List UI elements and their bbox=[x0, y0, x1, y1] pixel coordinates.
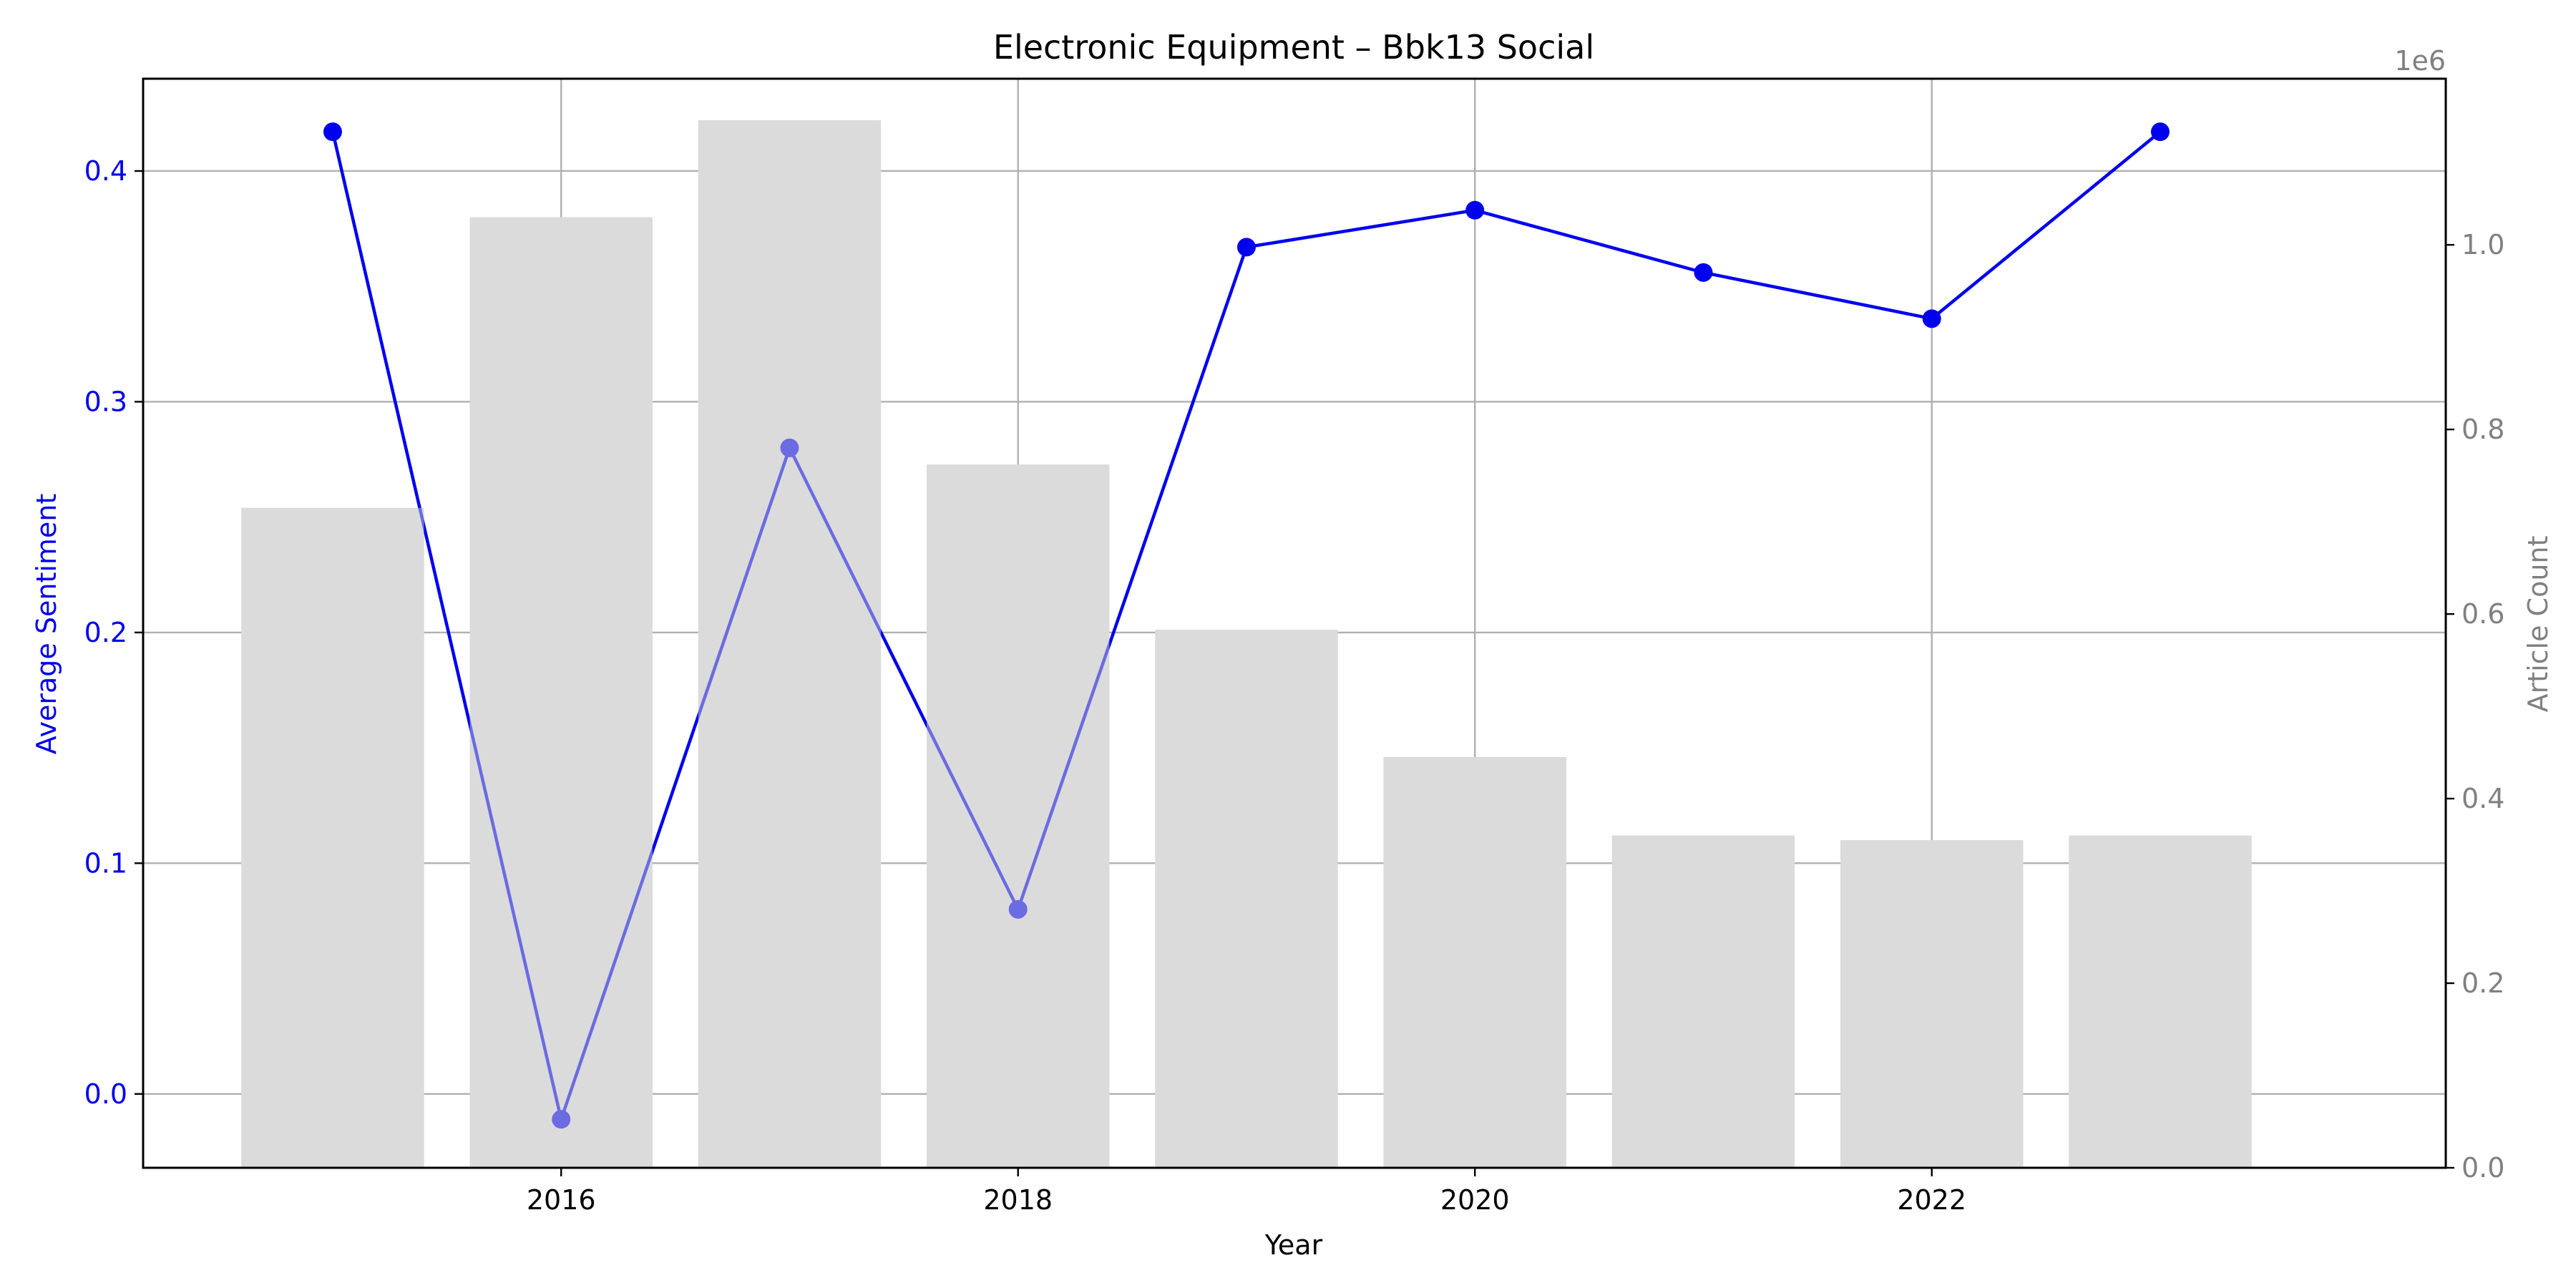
bar-overlay bbox=[1840, 840, 2024, 1168]
right-axis-tick-label: 0.0 bbox=[2462, 1152, 2504, 1184]
data-point bbox=[1922, 309, 1941, 328]
bar-overlay bbox=[1383, 757, 1566, 1168]
right-axis-tick-label: 0.2 bbox=[2462, 967, 2504, 999]
x-axis-tick-label: 2022 bbox=[1897, 1184, 1966, 1216]
bar-overlay bbox=[2069, 835, 2252, 1168]
plot-frame bbox=[142, 77, 2447, 1169]
bar-overlay bbox=[469, 217, 653, 1168]
left-axis-tick-label: 0.1 bbox=[84, 847, 127, 879]
data-point bbox=[1236, 238, 1256, 257]
right-axis-multiplier: 1e6 bbox=[2394, 45, 2446, 77]
bar-overlay bbox=[1611, 835, 1795, 1168]
left-axis-tick-label: 0.3 bbox=[84, 386, 127, 417]
left-axis-tick-label: 0.2 bbox=[84, 617, 127, 648]
bar-overlay bbox=[927, 464, 1110, 1168]
right-axis-tick-label: 0.6 bbox=[2462, 598, 2504, 630]
data-point bbox=[1465, 200, 1485, 220]
axes: 0.0 0.1 0.2 0.3 0.4 0.0 0.2 0.4 0.6 0.8 1.0 2016 201… bbox=[84, 77, 2504, 1216]
left-axis-tick-label: 0.4 bbox=[84, 155, 127, 187]
left-axis-tick-label: 0.0 bbox=[84, 1078, 127, 1110]
chart-title: Electronic Equipment – Bbk13 Social bbox=[993, 28, 1594, 67]
right-axis-title: Article Count bbox=[2522, 536, 2554, 713]
x-axis-tick-label: 2018 bbox=[983, 1184, 1053, 1216]
x-axis-tick-label: 2016 bbox=[527, 1184, 596, 1216]
x-axis-tick-label: 2020 bbox=[1440, 1184, 1510, 1216]
data-point bbox=[2150, 122, 2170, 142]
line-series bbox=[241, 120, 2252, 1169]
bar-overlay bbox=[698, 120, 882, 1169]
left-axis-title: Average Sentiment bbox=[31, 494, 62, 755]
bar-overlay bbox=[1155, 630, 1338, 1168]
data-point bbox=[1694, 263, 1713, 282]
right-axis-tick-label: 0.8 bbox=[2462, 414, 2504, 445]
right-axis-tick-label: 1.0 bbox=[2462, 229, 2504, 260]
right-axis-tick-label: 0.4 bbox=[2462, 783, 2504, 814]
data-point bbox=[323, 122, 342, 142]
bar-overlay bbox=[241, 507, 424, 1168]
x-axis-title: Year bbox=[1264, 1229, 1323, 1261]
